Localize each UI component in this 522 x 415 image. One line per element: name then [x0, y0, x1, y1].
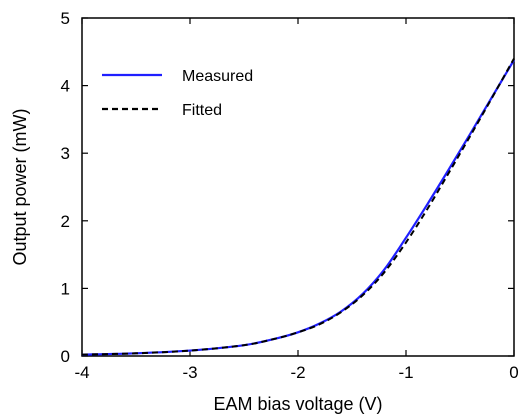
series-layer: [81, 58, 515, 356]
y-tick-label: 0: [61, 347, 70, 366]
y-tick-label: 1: [61, 279, 70, 298]
y-tick-label: 2: [61, 212, 70, 231]
x-tick-label: 0: [509, 363, 518, 382]
x-axis-title: EAM bias voltage (V): [213, 394, 382, 414]
x-tick-label: -4: [74, 363, 89, 382]
legend-label-fitted: Fitted: [182, 102, 222, 119]
legend-label-measured: Measured: [182, 68, 253, 85]
x-tick-label: -1: [398, 363, 413, 382]
series-line-fitted: [81, 58, 515, 356]
series-line-measured: [81, 59, 515, 356]
legend: Measured Fitted: [102, 68, 253, 119]
y-tick-label: 4: [61, 77, 70, 96]
y-tick-label: 3: [61, 144, 70, 163]
y-axis-title: Output power (mW): [10, 108, 30, 265]
x-tick-label: -3: [182, 363, 197, 382]
y-tick-label: 5: [61, 9, 70, 28]
axis-ticks: -4 -3 -2 -1 0 0 1 2 3 4 5: [61, 9, 519, 382]
plot-area-frame: [81, 17, 515, 357]
x-tick-label: -2: [290, 363, 305, 382]
